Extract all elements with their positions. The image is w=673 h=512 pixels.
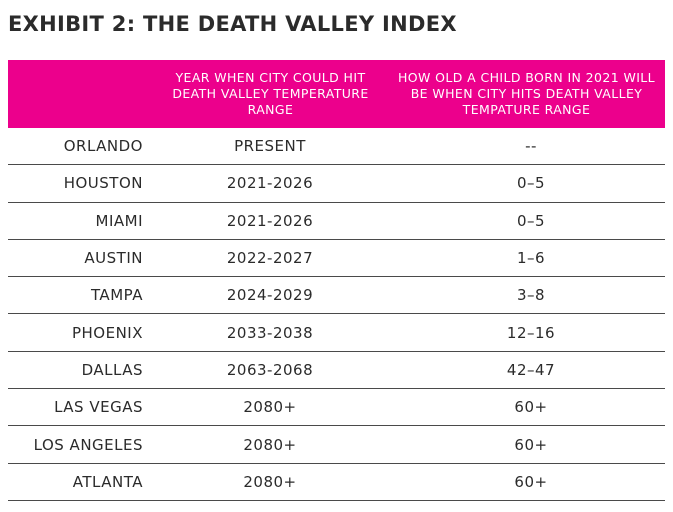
table-row: AUSTIN 2022-2027 1–6 <box>8 240 665 278</box>
header-year: YEAR WHEN CITY COULD HIT DEATH VALLEY TE… <box>172 70 369 117</box>
year-cell: 2021-2026 <box>226 211 314 230</box>
table-row: PHOENIX 2033-2038 12–16 <box>8 314 665 352</box>
year-cell: PRESENT <box>234 137 306 156</box>
table-row: ATLANTA 2080+ 60+ <box>8 464 665 501</box>
city-cell: PHOENIX <box>71 323 143 342</box>
year-cell: 2024-2029 <box>226 286 314 305</box>
age-cell: 42–47 <box>506 360 556 379</box>
age-cell: 12–16 <box>506 323 556 342</box>
age-cell: 60+ <box>514 472 548 491</box>
year-cell: 2080+ <box>243 472 297 491</box>
table-row: LAS VEGAS 2080+ 60+ <box>8 389 665 427</box>
table-row: LOS ANGELES 2080+ 60+ <box>8 426 665 464</box>
table-row: TAMPA 2024-2029 3–8 <box>8 277 665 315</box>
city-cell: TAMPA <box>90 286 143 305</box>
year-cell: 2022-2027 <box>226 249 314 268</box>
year-cell: 2033-2038 <box>226 323 314 342</box>
city-cell: ATLANTA <box>72 472 143 491</box>
page-title: EXHIBIT 2: THE DEATH VALLEY INDEX <box>8 12 457 36</box>
header-age: HOW OLD A CHILD BORN IN 2021 WILL BE WHE… <box>397 70 656 117</box>
city-cell: LOS ANGELES <box>33 435 143 454</box>
year-cell: 2063-2068 <box>226 360 314 379</box>
city-cell: MIAMI <box>95 211 143 230</box>
age-cell: -- <box>525 137 537 156</box>
year-cell: 2080+ <box>243 398 297 417</box>
year-cell: 2021-2026 <box>226 174 314 193</box>
table-row: DALLAS 2063-2068 42–47 <box>8 352 665 390</box>
city-cell: AUSTIN <box>84 249 143 268</box>
table-header: YEAR WHEN CITY COULD HIT DEATH VALLEY TE… <box>8 60 665 128</box>
city-cell: ORLANDO <box>63 137 143 156</box>
city-cell: LAS VEGAS <box>54 398 143 417</box>
table-row: MIAMI 2021-2026 0–5 <box>8 203 665 240</box>
table-row: HOUSTON 2021-2026 0–5 <box>8 165 665 203</box>
death-valley-index-table: YEAR WHEN CITY COULD HIT DEATH VALLEY TE… <box>8 60 665 501</box>
table-row: ORLANDO PRESENT -- <box>8 128 665 166</box>
city-cell: DALLAS <box>81 360 143 379</box>
age-cell: 60+ <box>514 398 548 417</box>
age-cell: 0–5 <box>516 211 546 230</box>
year-cell: 2080+ <box>243 435 297 454</box>
age-cell: 60+ <box>514 435 548 454</box>
age-cell: 0–5 <box>516 174 546 193</box>
age-cell: 1–6 <box>516 249 546 268</box>
age-cell: 3–8 <box>516 286 546 305</box>
city-cell: HOUSTON <box>63 174 143 193</box>
